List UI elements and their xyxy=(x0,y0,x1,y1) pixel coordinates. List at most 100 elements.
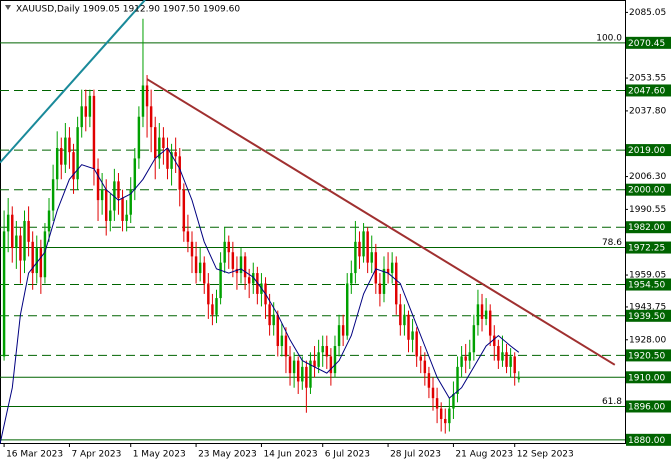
plot-frame xyxy=(0,0,626,444)
x-tick-label: 16 Mar 2023 xyxy=(6,450,63,460)
candle-body xyxy=(27,220,30,242)
y-tick-label: 1990.55 xyxy=(629,205,666,215)
candle-body xyxy=(268,304,271,326)
candle-body xyxy=(243,256,247,278)
candle-body xyxy=(109,210,112,221)
candle-body xyxy=(472,325,476,353)
x-tick-label: 14 Jun 2023 xyxy=(263,450,317,460)
candle-body xyxy=(186,231,190,242)
candle-body xyxy=(121,198,124,221)
candle-body xyxy=(55,148,59,180)
y-tick-label: 2037.80 xyxy=(629,106,666,116)
level-label-box xyxy=(626,221,671,234)
candle-body xyxy=(72,152,75,180)
candle-body xyxy=(354,241,357,274)
candle-body xyxy=(317,352,320,367)
level-label-box xyxy=(626,371,671,384)
candle-body xyxy=(403,314,406,326)
candle-body xyxy=(88,95,92,117)
candle-body xyxy=(125,214,128,221)
candle-body xyxy=(497,346,500,361)
candle-body xyxy=(23,220,26,261)
candle-body xyxy=(43,231,47,278)
level-label: 1982.00 xyxy=(628,223,665,233)
level-label: 2000.00 xyxy=(628,186,665,196)
candle-body xyxy=(6,214,10,232)
candle-body xyxy=(96,168,100,201)
candle-body xyxy=(386,268,390,274)
candle-body xyxy=(203,262,206,284)
candle-body xyxy=(162,137,165,148)
candle-body xyxy=(341,325,345,336)
trendline xyxy=(146,78,616,366)
candle-body xyxy=(182,189,186,232)
level-label: 1896.00 xyxy=(628,402,665,412)
candle-body xyxy=(390,262,394,274)
candle-body xyxy=(407,314,410,340)
candle-body xyxy=(358,241,361,257)
candle-body xyxy=(15,235,18,249)
candle-body xyxy=(305,366,308,388)
x-tick-label: 1 May 2023 xyxy=(133,450,186,460)
level-label-box xyxy=(626,36,671,49)
candle-body xyxy=(325,346,329,357)
candle-body xyxy=(333,346,337,374)
candle-body xyxy=(137,116,141,159)
candle-body xyxy=(460,356,463,367)
candle-body xyxy=(39,248,43,278)
candle-body xyxy=(170,152,173,169)
candle-body xyxy=(166,148,169,169)
candle-body xyxy=(223,241,226,263)
candle-body xyxy=(129,189,132,215)
candle-body xyxy=(35,248,38,274)
candle-body xyxy=(399,304,402,326)
level-label: 2047.60 xyxy=(628,86,665,96)
candle-body xyxy=(190,241,194,257)
candle-body xyxy=(484,310,488,319)
candle-body xyxy=(427,373,431,388)
level-label-box xyxy=(626,278,671,291)
candle-body xyxy=(448,408,451,424)
candle-body xyxy=(11,214,14,249)
x-tick-label: 6 Jul 2023 xyxy=(325,450,370,460)
candle-body xyxy=(60,148,63,165)
level-label-box xyxy=(626,309,671,322)
plot-area xyxy=(0,0,625,444)
candle-body xyxy=(464,356,467,361)
candle-body xyxy=(84,106,88,117)
candle-body xyxy=(280,335,284,347)
candle-body xyxy=(149,106,153,128)
candle-body xyxy=(292,360,296,374)
y-tick-label: 2053.55 xyxy=(629,74,666,84)
level-label: 2019.00 xyxy=(628,146,665,156)
level-label: 1920.50 xyxy=(628,351,665,361)
candle-body xyxy=(272,314,275,326)
candle-body xyxy=(219,262,222,299)
level-label-box xyxy=(626,144,671,157)
candle-body xyxy=(382,268,386,294)
candle-body xyxy=(198,262,202,274)
symbol-icon xyxy=(5,5,11,10)
candle-body xyxy=(345,283,349,336)
fib-label: 61.8 xyxy=(602,397,622,407)
level-label: 1880.00 xyxy=(628,436,665,446)
level-label-box xyxy=(626,183,671,196)
candle-body xyxy=(68,137,71,153)
candle-body xyxy=(178,156,181,190)
candle-body xyxy=(309,360,312,388)
candle-body xyxy=(468,352,471,361)
candle-body xyxy=(158,137,161,159)
candle-body xyxy=(517,378,521,380)
x-tick-label: 28 Jul 2023 xyxy=(390,450,441,460)
candle-body xyxy=(2,231,6,357)
y-tick-label: 1959.05 xyxy=(629,271,666,281)
candle-body xyxy=(444,418,447,424)
candle-body xyxy=(80,106,83,128)
candle-body xyxy=(207,283,210,305)
candle-body xyxy=(51,179,55,211)
level-label: 1954.50 xyxy=(628,281,665,291)
y-tick-label: 1943.75 xyxy=(629,302,666,312)
candle-body xyxy=(374,252,378,284)
candle-body xyxy=(301,366,304,382)
level-label: 1972.25 xyxy=(628,244,665,254)
